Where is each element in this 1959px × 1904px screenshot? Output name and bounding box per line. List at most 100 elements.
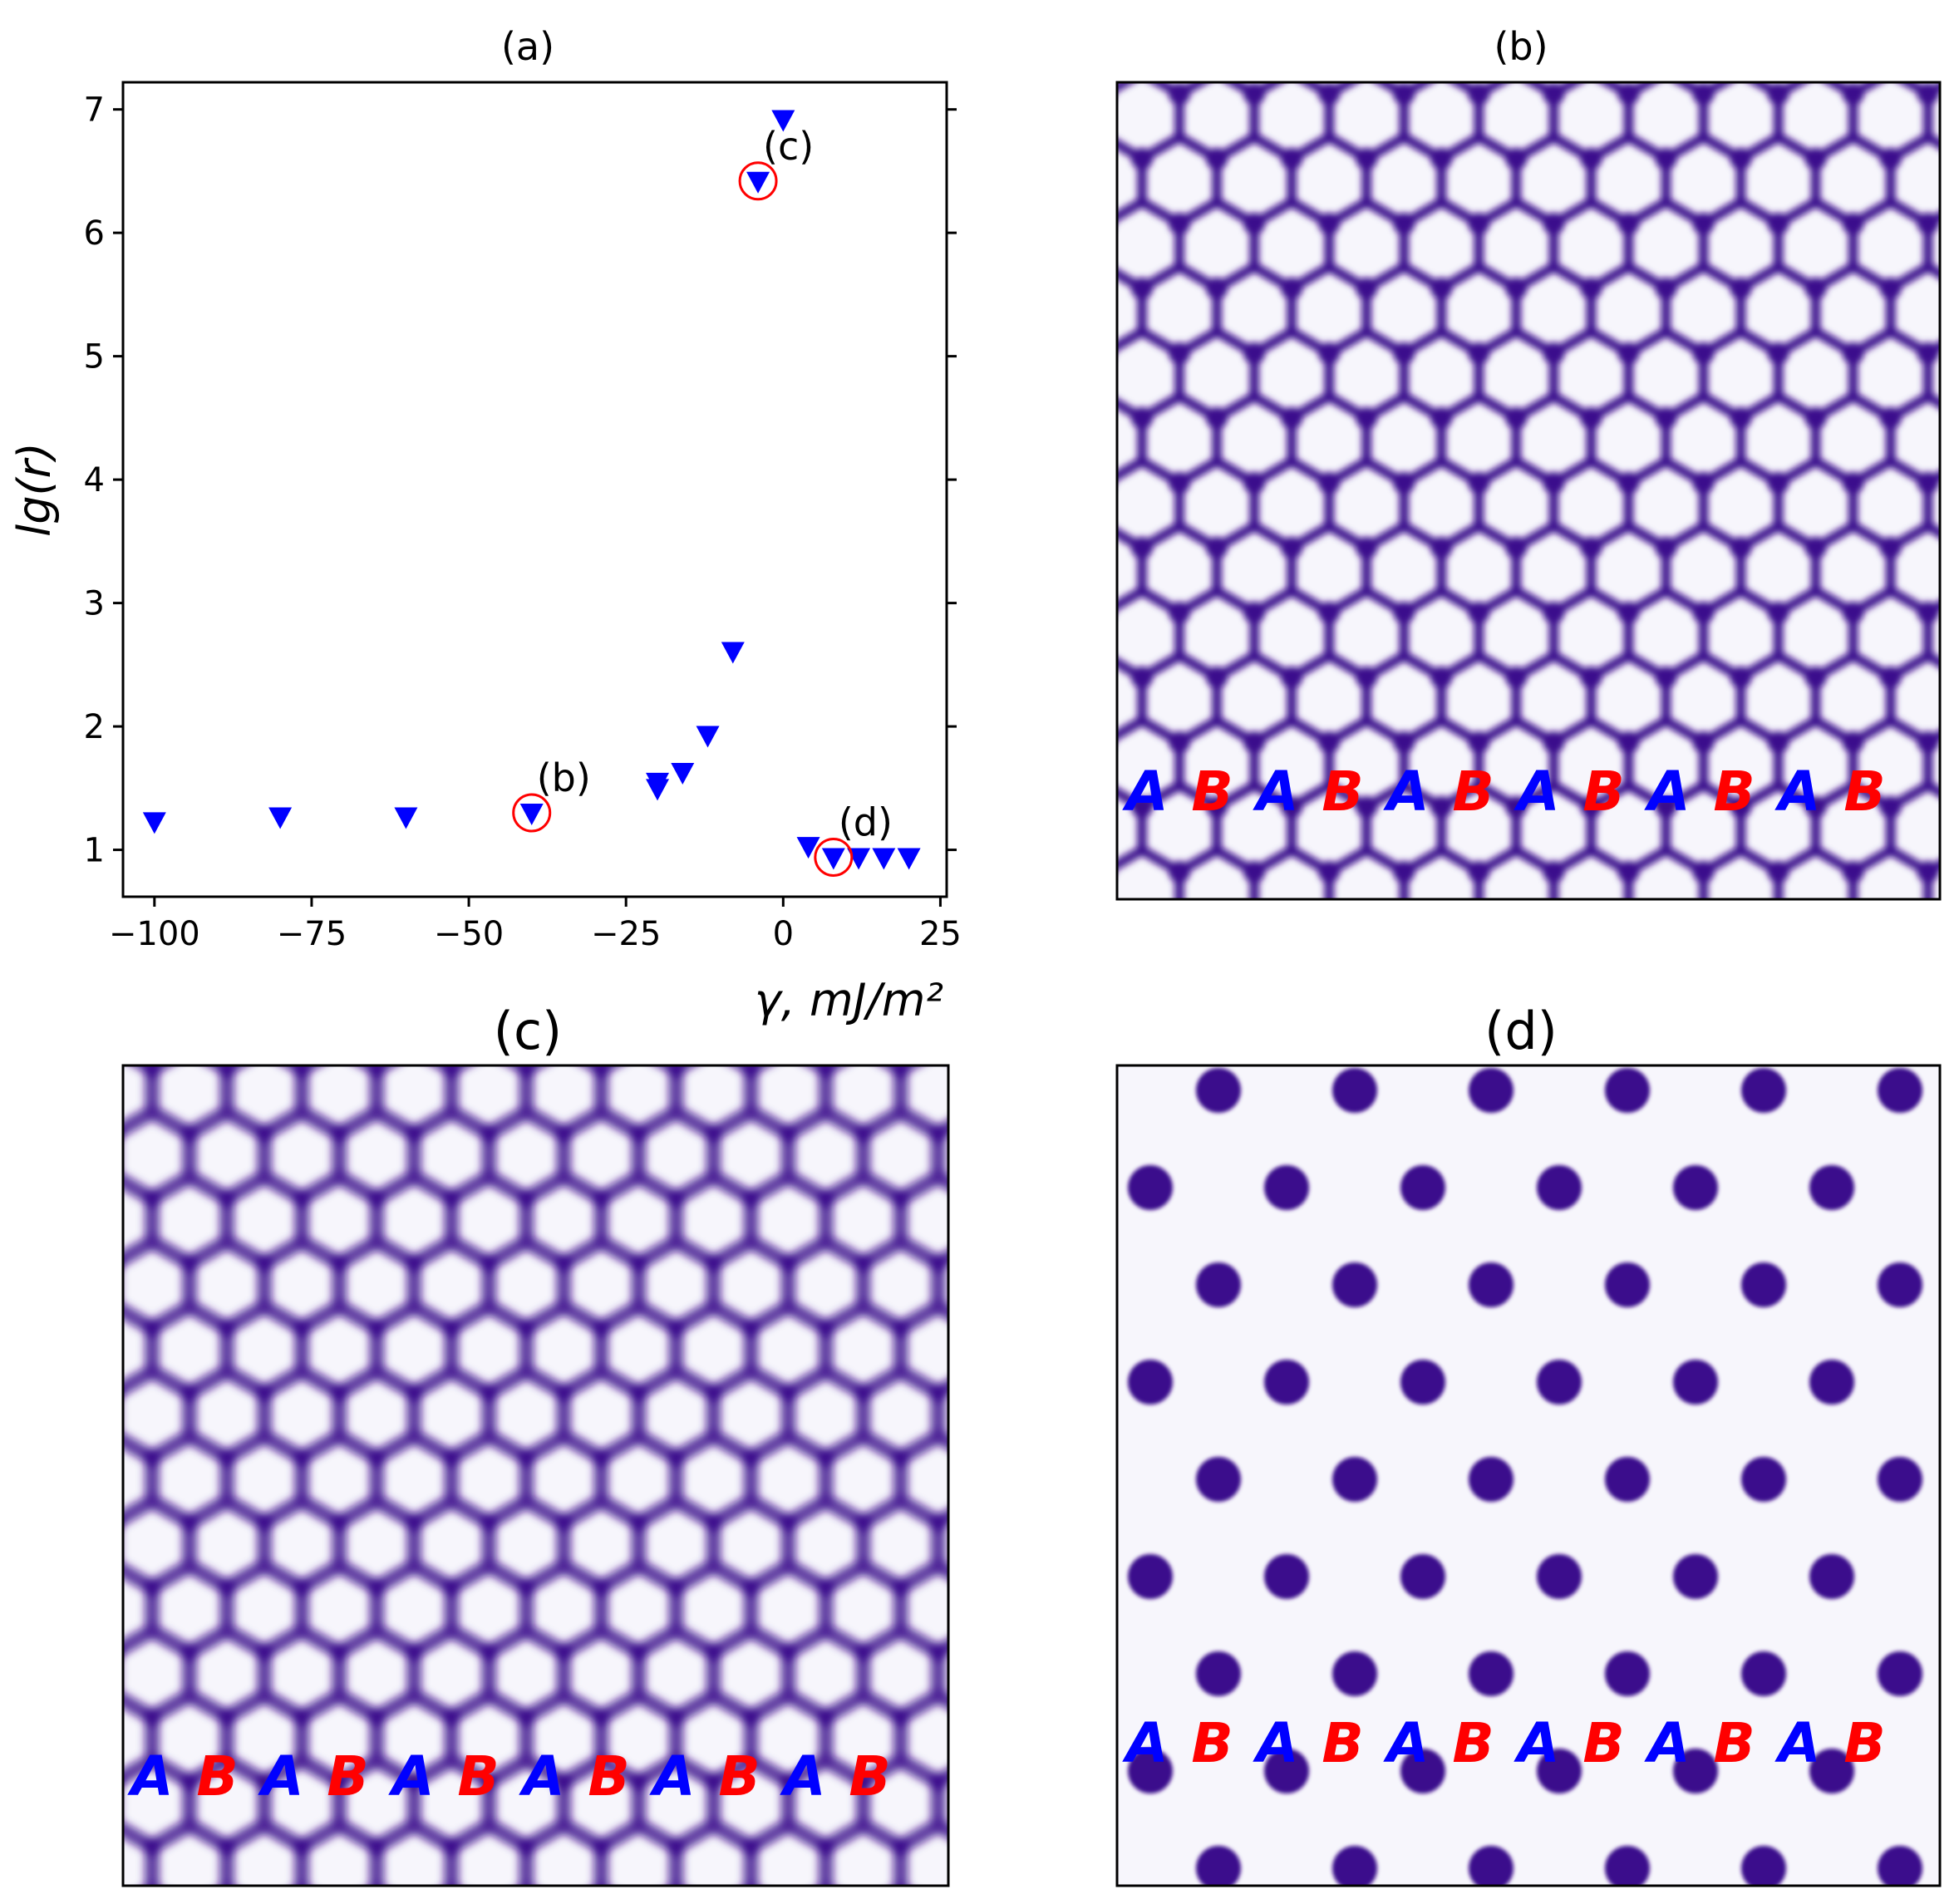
lattice-node <box>1617 472 1640 494</box>
lattice-node <box>1805 926 1827 947</box>
density-dot <box>1332 1457 1377 1502</box>
lattice-node <box>1281 18 1302 40</box>
data-point-marker <box>821 848 845 870</box>
lattice-node <box>1056 926 1078 947</box>
density-dot <box>1128 1360 1173 1405</box>
lattice-node <box>442 1319 461 1337</box>
stacking-letter: A <box>1643 1711 1690 1775</box>
lattice-node <box>442 1449 461 1467</box>
lattice-cell <box>1051 1566 1125 1652</box>
lattice-node <box>554 1643 573 1661</box>
x-tick-label: −25 <box>591 915 661 953</box>
lattice-node <box>1056 148 1078 170</box>
data-points <box>142 110 921 870</box>
lattice-cell <box>1174 844 1260 899</box>
lattice-node <box>854 1254 873 1272</box>
lattice-node <box>1917 861 1939 883</box>
data-point-marker <box>519 804 544 826</box>
x-tick-label: 25 <box>919 915 962 953</box>
lattice-node <box>1393 213 1415 234</box>
lattice-node <box>629 1773 648 1791</box>
lattice-node <box>1356 278 1378 299</box>
lattice-node <box>554 1773 573 1791</box>
lattice-node <box>1079 1254 1097 1272</box>
lattice-node <box>1243 991 1265 1012</box>
lattice-node <box>1041 1449 1060 1467</box>
lattice-node <box>68 1060 86 1078</box>
lattice-node <box>1056 407 1078 429</box>
lattice-cell <box>1030 591 1105 677</box>
stacking-letter: A <box>779 1744 825 1808</box>
lattice-cell <box>1088 982 1163 1069</box>
lattice-node <box>480 1773 499 1791</box>
lattice-node <box>1094 472 1115 494</box>
lattice-node <box>1730 18 1752 40</box>
panel-b-density-map <box>1019 18 1959 1012</box>
highlighted-points: (b) (c) (d) <box>512 124 893 877</box>
lattice-node <box>1019 602 1041 623</box>
lattice-node <box>1505 796 1528 818</box>
lattice-node <box>1955 796 1959 818</box>
lattice-node <box>1004 1513 1022 1532</box>
lattice-node <box>123 1518 124 1527</box>
lattice-node <box>854 1643 873 1661</box>
lattice-node <box>1281 278 1303 299</box>
stacking-letter: A <box>1252 760 1298 824</box>
lattice-node <box>592 1708 611 1726</box>
lattice-node <box>1056 148 1078 170</box>
lattice-node <box>1243 213 1266 234</box>
lattice-node <box>1617 731 1640 753</box>
lattice-node <box>68 1708 86 1726</box>
lattice-node <box>367 1319 386 1337</box>
stacking-letter: A <box>1382 760 1429 824</box>
lattice-node <box>180 1124 199 1143</box>
lattice-node <box>1617 602 1640 623</box>
lattice-node <box>180 995 199 1013</box>
stacking-letter: A <box>1513 760 1559 824</box>
lattice-node <box>142 1578 161 1597</box>
lattice-node <box>1169 991 1190 1012</box>
density-dot <box>1196 1262 1241 1307</box>
lattice-cell <box>145 1816 234 1886</box>
stacking-letter: A <box>1643 760 1690 824</box>
lattice-cell <box>593 1881 609 1886</box>
density-dot <box>1469 1651 1514 1696</box>
lattice-cell <box>1591 915 1666 1001</box>
lattice-cell <box>294 1816 385 1886</box>
lattice-node <box>1356 926 1377 947</box>
density-dot <box>1332 1651 1377 1696</box>
lattice-node <box>68 1319 86 1337</box>
lattice-node <box>123 1518 124 1527</box>
lattice-node <box>442 1838 461 1856</box>
stacking-letter: B <box>1713 760 1755 824</box>
lattice-node <box>293 1449 312 1467</box>
data-point-marker <box>268 807 293 829</box>
lattice-cell <box>976 1047 1051 1134</box>
lattice-node <box>1393 731 1415 753</box>
lattice-node <box>1805 18 1827 40</box>
lattice-cell <box>1223 82 1285 100</box>
lattice-node <box>629 995 647 1013</box>
lattice-node <box>1842 861 1864 883</box>
lattice-node <box>1318 731 1341 753</box>
lattice-node <box>1094 83 1115 105</box>
density-dot <box>1878 1457 1922 1502</box>
lattice-cell <box>668 1816 759 1886</box>
lattice-node <box>779 1254 798 1272</box>
lattice-node <box>1842 731 1864 753</box>
data-point-marker <box>721 642 745 664</box>
lattice-node <box>1879 537 1902 558</box>
lattice-node <box>1041 1708 1060 1726</box>
lattice-node <box>1955 667 1959 688</box>
lattice-node <box>1056 18 1078 40</box>
lattice-node <box>928 1124 948 1143</box>
lattice-node <box>1094 731 1115 753</box>
lattice-node <box>1281 407 1303 429</box>
lattice-node <box>293 1708 312 1726</box>
lattice-cell <box>743 1816 834 1886</box>
lattice-cell <box>1030 202 1105 288</box>
stacking-letter: A <box>1121 1711 1168 1775</box>
lattice-node <box>1655 667 1677 688</box>
